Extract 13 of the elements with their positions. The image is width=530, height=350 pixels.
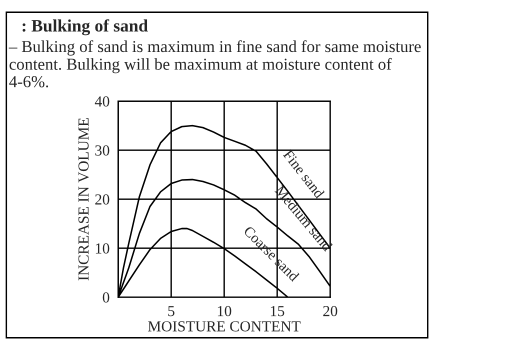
x-tick-label: 10 (218, 306, 232, 316)
x-tick-label: 20 (323, 306, 338, 316)
y-tick-label: 30 (95, 145, 110, 156)
y-tick-label: 20 (95, 194, 110, 205)
y-tick-label: 40 (94, 96, 110, 107)
y-tick-label: 0 (102, 292, 110, 303)
chart-subtitle: – Bulking of sand is maximum in fine sand for same moisture content. Bulking will be maximum at moisture content of 4-6%. (8, 40, 421, 88)
chart-title: : Bulking of sand (22, 19, 148, 36)
x-axis-title: MOISTURE CONTENT (148, 321, 301, 332)
x-tick-label: 5 (168, 306, 174, 316)
y-tick-label: 10 (96, 243, 110, 254)
x-tick-label: 15 (270, 306, 284, 316)
y-axis-title: INCREASE IN VOLUME (78, 118, 89, 280)
